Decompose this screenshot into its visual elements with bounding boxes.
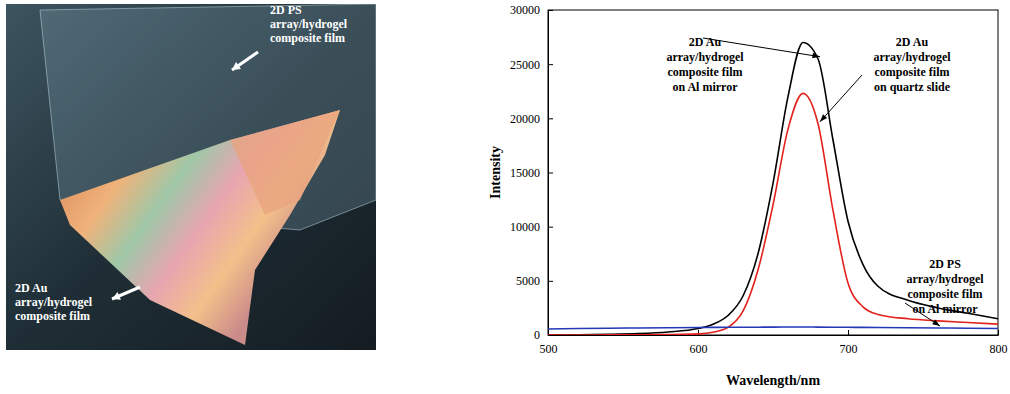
- tick-mark: [548, 227, 553, 228]
- series-line: [548, 93, 998, 335]
- photo-arrowhead: [112, 292, 121, 300]
- tick-mark: [548, 281, 553, 282]
- x-axis-title: Wavelength/nm: [726, 373, 820, 388]
- annotation-arrow: [820, 75, 862, 122]
- tick-label: 30000: [510, 3, 540, 17]
- photo: [6, 4, 376, 350]
- tick-label: 5000: [516, 274, 540, 288]
- tick-mark: [848, 330, 849, 335]
- tick-label: 25000: [510, 58, 540, 72]
- photo-arrowhead: [232, 62, 241, 70]
- series-line: [548, 43, 998, 336]
- tick-mark: [998, 330, 999, 335]
- series-label: 2D Auarray/hydrogelcomposite filmon Al m…: [666, 35, 744, 94]
- annotation-arrowhead: [820, 114, 827, 121]
- plot-lines: [548, 43, 998, 336]
- tick-label: 0: [534, 328, 540, 342]
- series-label: 2D Auarray/hydrogelcomposite filmon quar…: [873, 35, 951, 94]
- y-axis: 0 5000 10000 15000 20000 25000 30000: [510, 3, 553, 342]
- tick: 0: [534, 328, 553, 342]
- annotation-arrowhead: [812, 53, 820, 58]
- tick: 15000: [510, 166, 553, 180]
- tick-label: 15000: [510, 166, 540, 180]
- tick-mark: [548, 173, 553, 174]
- film-fold: [230, 110, 340, 215]
- tick-label: 10000: [510, 220, 540, 234]
- y-axis-title: Intensity: [488, 146, 503, 199]
- annotation-arrow: [703, 38, 820, 57]
- photo-background: [6, 4, 376, 350]
- annotation-arrowhead: [932, 320, 940, 326]
- tick-mark: [548, 10, 553, 11]
- tick: 700: [840, 330, 858, 356]
- annotation-arrow: [905, 303, 940, 326]
- tick-label: 800: [990, 342, 1008, 356]
- tick-mark: [548, 64, 553, 65]
- tick-mark: [548, 335, 553, 336]
- tick: 30000: [510, 3, 553, 17]
- photo-label: 2D PSarray/hydrogelcomposite film: [270, 3, 348, 45]
- tick-label: 20000: [510, 112, 540, 126]
- axis-line: [549, 335, 999, 336]
- tick: 5000: [516, 274, 553, 288]
- series-line: [548, 327, 998, 329]
- tick: 10000: [510, 220, 553, 234]
- series-label: 2D PSarray/hydrogelcomposite filmon Al m…: [906, 257, 984, 316]
- photo-arrow: [232, 52, 258, 70]
- photo-label: 2D Auarray/hydrogelcomposite film: [15, 281, 93, 323]
- tick-mark: [548, 118, 553, 119]
- tick: 20000: [510, 112, 553, 126]
- photo-arrow: [112, 287, 140, 299]
- canvas: 2D PSarray/hydrogelcomposite film 2D Auar…: [0, 0, 1010, 394]
- tick-label: 700: [840, 342, 858, 356]
- iridescent-film: [60, 110, 340, 345]
- tick: 25000: [510, 58, 553, 72]
- plot-frame: [548, 10, 998, 335]
- tick: 800: [990, 330, 1008, 356]
- tick-label: 600: [690, 342, 708, 356]
- tick-label: 500: [540, 342, 558, 356]
